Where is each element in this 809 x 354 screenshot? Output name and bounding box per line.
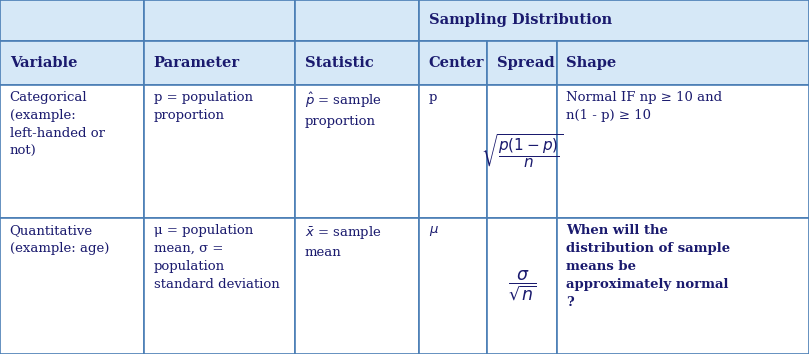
Text: Sampling Distribution: Sampling Distribution <box>429 13 612 27</box>
Bar <box>295 85 419 218</box>
Bar <box>557 218 809 354</box>
Bar <box>557 85 809 218</box>
Text: Categorical
(example:
left-handed or
not): Categorical (example: left-handed or not… <box>10 91 104 158</box>
Text: $\mu$: $\mu$ <box>429 224 438 238</box>
Bar <box>419 41 487 85</box>
Bar <box>419 85 487 218</box>
Text: μ = population
mean, σ =
population
standard deviation: μ = population mean, σ = population stan… <box>154 224 279 291</box>
Text: Shape: Shape <box>566 56 616 70</box>
Text: Normal IF np ≥ 10 and
n(1 - p) ≥ 10: Normal IF np ≥ 10 and n(1 - p) ≥ 10 <box>566 91 722 122</box>
Text: Quantitative
(example: age): Quantitative (example: age) <box>10 224 109 255</box>
Text: $\hat{p}$ = sample
proportion: $\hat{p}$ = sample proportion <box>305 91 382 129</box>
Text: When will the
distribution of sample
means be
approximately normal
?: When will the distribution of sample mea… <box>566 224 731 309</box>
Text: $\dfrac{\sigma}{\sqrt{n}}$: $\dfrac{\sigma}{\sqrt{n}}$ <box>507 269 536 303</box>
Bar <box>487 85 557 218</box>
Bar <box>419 0 809 41</box>
Bar <box>295 41 419 85</box>
Bar <box>144 85 295 218</box>
Bar <box>0 41 144 85</box>
Text: $\bar{x}$ = sample
mean: $\bar{x}$ = sample mean <box>305 224 382 259</box>
Text: Parameter: Parameter <box>154 56 239 70</box>
Bar <box>487 41 557 85</box>
Bar <box>144 0 295 41</box>
Bar <box>0 85 144 218</box>
Bar <box>557 41 809 85</box>
Text: Statistic: Statistic <box>305 56 374 70</box>
Text: Center: Center <box>429 56 485 70</box>
Bar <box>0 218 144 354</box>
Bar <box>295 0 419 41</box>
Text: Variable: Variable <box>10 56 77 70</box>
Bar <box>419 218 487 354</box>
Bar <box>295 218 419 354</box>
Text: Spread: Spread <box>497 56 554 70</box>
Text: $\sqrt{\dfrac{p(1-p)}{n}}$: $\sqrt{\dfrac{p(1-p)}{n}}$ <box>481 132 563 170</box>
Text: p = population
proportion: p = population proportion <box>154 91 252 122</box>
Bar <box>0 0 144 41</box>
Bar <box>487 218 557 354</box>
Bar <box>144 41 295 85</box>
Text: p: p <box>429 91 437 104</box>
Bar <box>144 218 295 354</box>
